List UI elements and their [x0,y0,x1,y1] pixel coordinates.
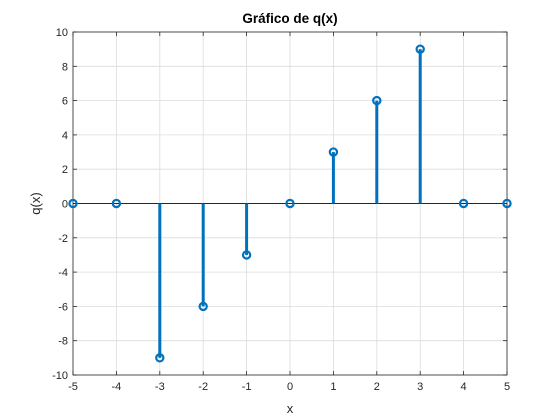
y-tick-label: 4 [62,130,68,142]
stem-marker [285,198,295,209]
y-tick-label: -10 [52,370,68,382]
y-tick-label: 2 [62,164,68,176]
x-tick-label: 1 [330,381,336,393]
y-tick-label: -4 [58,267,68,279]
y-tick-label: -8 [58,336,68,348]
stem-marker [502,198,512,209]
x-tick-label: 4 [461,381,467,393]
x-tick-label: 3 [417,381,423,393]
stem-marker [111,198,122,209]
stem-marker [458,198,469,209]
y-axis-label: q(x) [28,192,43,214]
x-tick-label: -3 [155,381,165,393]
stem-marker [372,95,382,106]
stem-series [68,44,512,363]
stem-marker [328,147,339,157]
y-tick-label: -2 [58,233,68,245]
y-tick-label: 0 [62,199,68,211]
y-tick-label: -6 [58,301,68,313]
x-tick-label: -1 [242,381,252,393]
stem-marker [68,198,78,209]
y-tick-label: 10 [56,27,68,39]
y-tick-label: 8 [62,61,68,73]
x-tick-label: -2 [198,381,208,393]
x-axis-label: x [287,401,294,416]
x-tick-label: 5 [504,381,510,393]
chart-title: Gráfico de q(x) [242,11,337,26]
x-tick-label: 2 [374,381,380,393]
stem-marker [415,44,425,54]
stem-marker [241,250,252,260]
stem-marker [155,353,165,363]
y-tick-label: 6 [62,96,68,108]
x-tick-label: -4 [112,381,122,393]
x-tick-label: 0 [287,381,293,393]
stem-marker [198,301,208,312]
x-tick-label: -5 [68,381,78,393]
